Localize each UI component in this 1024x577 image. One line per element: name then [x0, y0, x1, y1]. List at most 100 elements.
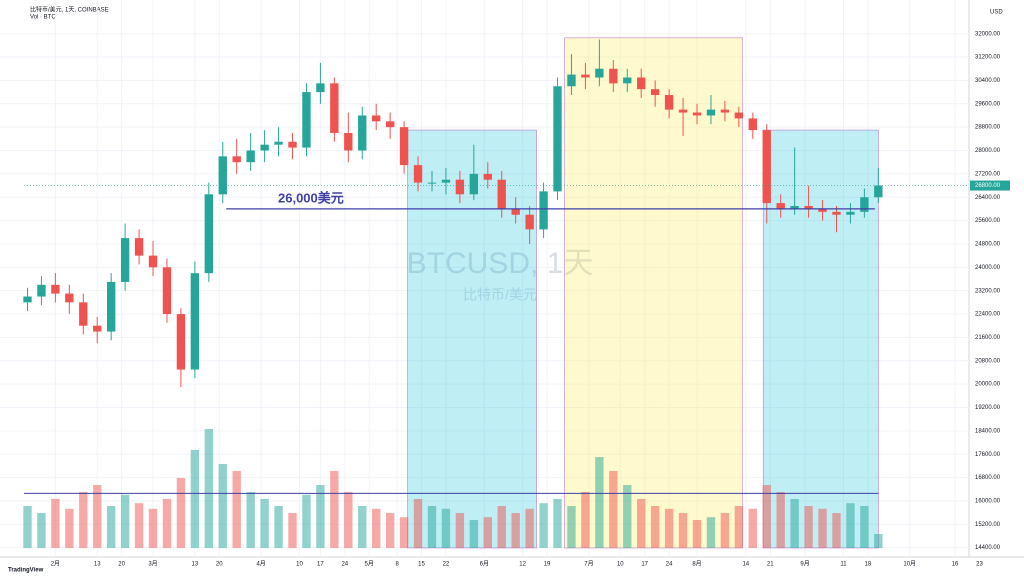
candle-body: [232, 156, 241, 163]
x-tick-label: 16: [952, 562, 959, 568]
candle-body: [288, 141, 297, 148]
candle-body: [148, 255, 158, 268]
volume-bar: [581, 492, 590, 548]
x-tick-label: 10月: [903, 561, 916, 568]
candle-body: [372, 115, 381, 122]
candle-body: [330, 83, 339, 133]
volume-bar: [497, 506, 506, 548]
last-price-box: [970, 180, 1010, 191]
candle-body: [51, 284, 60, 294]
candle-body: [748, 118, 757, 131]
candle-body: [106, 281, 116, 332]
candle-body: [609, 68, 618, 84]
x-tick-label: 20: [118, 562, 125, 568]
axis-unit: USD: [990, 10, 1003, 16]
candle-body: [120, 238, 130, 282]
volume-bar: [106, 506, 116, 548]
volume-bar: [176, 478, 186, 548]
x-tick-label: 12: [519, 562, 526, 568]
y-tick-label: 25600.00: [975, 218, 1001, 224]
candle-body: [316, 83, 325, 93]
volume-bar: [539, 503, 548, 548]
x-tick-label: 21: [767, 562, 774, 568]
volume-bar: [678, 513, 688, 548]
volume-bar: [65, 508, 74, 548]
candle-body: [762, 130, 771, 204]
y-tick-label: 20000.00: [975, 382, 1001, 388]
volume-bar: [818, 508, 827, 548]
volume-bar: [609, 471, 618, 548]
candle-body: [734, 112, 744, 119]
volume-bar: [525, 508, 534, 548]
y-tick-label: 15200.00: [975, 522, 1001, 528]
candle-body: [483, 173, 492, 180]
candle-body: [525, 214, 534, 230]
volume-bar: [260, 499, 269, 548]
candle-body: [818, 208, 827, 212]
volume-bar: [148, 508, 158, 548]
volume-bar: [469, 520, 479, 548]
candle-body: [204, 194, 213, 274]
y-tick-label: 32000.00: [975, 31, 1001, 37]
volume-bar: [218, 464, 227, 548]
x-tick-label: 17: [317, 562, 324, 568]
candle-body: [260, 144, 269, 151]
volume-bar: [134, 503, 144, 548]
y-tick-label: 27200.00: [975, 171, 1001, 177]
volume-bar: [692, 520, 702, 548]
last-price-label: 26800.00: [975, 183, 1001, 189]
candle-body: [23, 296, 32, 303]
candle-body: [553, 86, 562, 192]
volume-bar: [511, 513, 520, 548]
x-tick-label: 15: [418, 562, 425, 568]
candle-body: [650, 89, 660, 96]
candle-body: [427, 182, 437, 184]
candle-body: [678, 109, 688, 113]
volume-bar: [804, 506, 813, 548]
y-tick-label: 18400.00: [975, 428, 1001, 434]
candle-body: [37, 284, 46, 297]
volume-bar: [427, 506, 437, 548]
candle-body: [455, 179, 465, 195]
y-tick-label: 26400.00: [975, 195, 1001, 201]
x-tick-label: 2月: [51, 561, 60, 568]
candle-body: [720, 109, 730, 113]
y-tick-label: 19200.00: [975, 405, 1001, 411]
x-tick-label: 19: [544, 562, 551, 568]
highlight-range: [762, 129, 879, 549]
candle-body: [344, 132, 353, 151]
candle-body: [804, 205, 813, 209]
candle-body: [581, 74, 590, 78]
volume-bar: [748, 508, 757, 548]
candle-body: [93, 325, 102, 332]
candle-body: [497, 179, 506, 209]
candle-body: [706, 109, 716, 116]
x-tick-label: 10: [296, 562, 303, 568]
candle-body: [790, 205, 799, 209]
volume-bar: [274, 506, 283, 548]
candle-body: [176, 314, 186, 370]
y-tick-label: 29600.00: [975, 101, 1001, 107]
x-tick-label: 13: [94, 562, 101, 568]
volume-bar: [344, 492, 353, 548]
volume-bar: [23, 506, 32, 548]
volume-bar: [79, 492, 88, 548]
volume-bar: [664, 508, 674, 548]
volume-bar: [93, 485, 102, 548]
x-tick-label: 22: [443, 562, 450, 568]
y-tick-label: 14400.00: [975, 545, 1001, 551]
candle-body: [846, 211, 855, 215]
volume-bar: [623, 485, 632, 548]
volume-bar: [567, 506, 576, 548]
x-tick-label: 7月: [584, 561, 593, 568]
x-tick-label: 5月: [365, 561, 374, 568]
x-tick-label: 14: [742, 562, 749, 568]
volume-bar: [706, 517, 716, 548]
watermark: BTCUSD, 1天: [407, 247, 594, 280]
candle-body: [385, 121, 395, 128]
volume-bar: [330, 471, 339, 548]
volume-bar: [37, 513, 46, 548]
y-tick-label: 22400.00: [975, 312, 1001, 318]
volume-bar: [790, 499, 799, 548]
